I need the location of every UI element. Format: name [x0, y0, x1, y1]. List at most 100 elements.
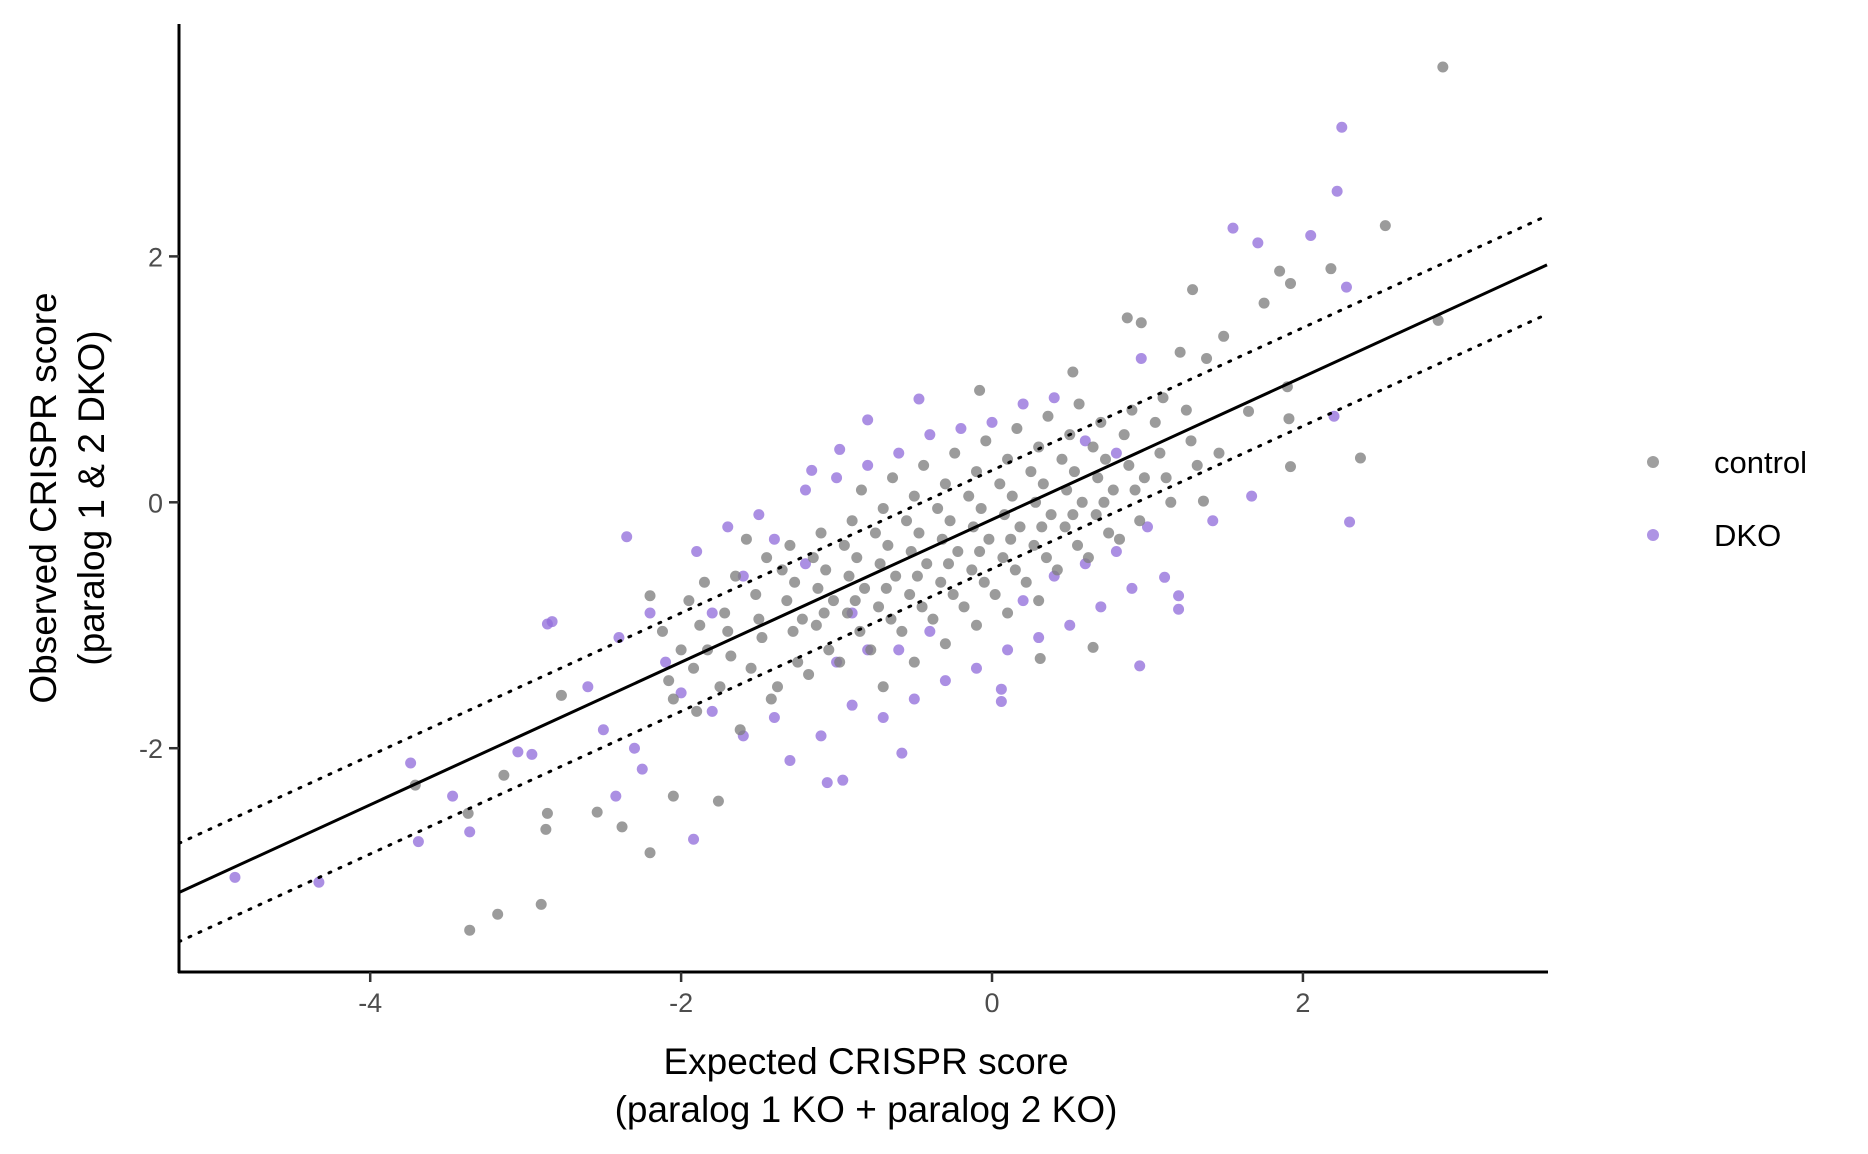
- point-control: [740, 533, 752, 545]
- point-control: [1033, 595, 1045, 607]
- point-control: [667, 790, 679, 802]
- point-dko: [986, 416, 998, 428]
- point-control: [846, 515, 858, 527]
- y-tick-label: 2: [148, 242, 163, 272]
- point-control: [921, 558, 933, 570]
- point-dko: [753, 509, 765, 521]
- point-control: [1034, 652, 1046, 664]
- point-control: [1037, 478, 1049, 490]
- point-dko: [610, 790, 622, 802]
- point-dko: [815, 730, 827, 742]
- point-control: [943, 558, 954, 570]
- point-control: [854, 625, 866, 637]
- point-control: [1123, 459, 1135, 471]
- point-control: [818, 607, 830, 619]
- point-control: [656, 625, 668, 637]
- point-control: [1098, 496, 1110, 508]
- point-dko: [1048, 392, 1060, 404]
- point-control: [675, 644, 687, 656]
- point-control: [851, 552, 863, 564]
- point-control: [1325, 263, 1337, 275]
- x-ticks: -4 -2 0 2: [358, 972, 1310, 1018]
- point-dko: [913, 393, 925, 405]
- point-dko: [893, 447, 905, 459]
- point-control: [980, 435, 992, 447]
- point-dko: [1141, 521, 1153, 533]
- point-control: [765, 693, 777, 705]
- point-dko: [846, 699, 858, 711]
- point-control: [877, 681, 889, 693]
- point-control: [712, 795, 724, 807]
- point-control: [916, 601, 928, 613]
- point-control: [714, 681, 726, 693]
- point-control: [966, 564, 978, 576]
- point-control: [753, 613, 765, 625]
- point-control: [911, 570, 923, 582]
- point-control: [725, 650, 737, 662]
- point-control: [1107, 484, 1119, 496]
- point-control: [963, 490, 975, 502]
- point-control: [772, 681, 783, 693]
- point-control: [498, 769, 510, 781]
- point-dko: [1227, 222, 1239, 234]
- point-control: [874, 558, 886, 570]
- reference-lines: [177, 214, 1549, 944]
- legend: control DKO: [1647, 445, 1807, 553]
- point-control: [1174, 346, 1186, 358]
- point-control: [890, 570, 902, 582]
- point-control: [1354, 452, 1366, 464]
- point-control: [1114, 533, 1125, 545]
- point-control: [1011, 423, 1023, 435]
- point-dko: [939, 675, 951, 687]
- legend-key-dko: [1647, 529, 1659, 541]
- point-control: [781, 595, 793, 607]
- point-control: [784, 539, 796, 551]
- point-control: [932, 502, 944, 514]
- y-tick-label: 0: [148, 488, 163, 518]
- point-control: [939, 638, 951, 650]
- point-control: [1002, 607, 1014, 619]
- point-control: [1068, 466, 1080, 478]
- point-control: [1005, 533, 1017, 545]
- point-control: [761, 552, 773, 564]
- point-control: [1285, 461, 1296, 473]
- x-axis-title-line2: (paralog 1 KO + paralog 2 KO): [615, 1089, 1118, 1130]
- point-dko: [691, 545, 703, 557]
- point-dko: [1340, 281, 1352, 293]
- point-control: [1040, 552, 1052, 564]
- point-control: [1042, 410, 1054, 422]
- point-control: [1020, 576, 1032, 588]
- point-control: [935, 576, 947, 588]
- point-dko: [546, 616, 558, 628]
- point-control: [901, 515, 913, 527]
- point-dko: [464, 826, 476, 838]
- point-dko: [1110, 545, 1122, 557]
- point-dko: [1159, 571, 1171, 583]
- point-control: [756, 632, 768, 644]
- point-dko: [1344, 516, 1356, 528]
- point-control: [927, 613, 939, 625]
- point-control: [541, 807, 553, 819]
- point-dko: [784, 755, 796, 767]
- point-dko: [1173, 603, 1185, 615]
- point-control: [1138, 472, 1150, 484]
- point-dko: [628, 742, 640, 754]
- point-control: [1154, 447, 1166, 459]
- x-tick-label: -4: [358, 988, 382, 1018]
- point-control: [1285, 277, 1296, 289]
- point-control: [730, 570, 742, 582]
- lower-band-line: [177, 312, 1549, 944]
- fit-line: [178, 263, 1548, 894]
- point-control: [1045, 509, 1057, 521]
- point-dko: [1135, 352, 1147, 364]
- point-control: [1197, 495, 1209, 507]
- point-control: [1134, 515, 1146, 527]
- point-control: [1103, 527, 1115, 539]
- point-control: [908, 656, 920, 668]
- point-dko: [834, 443, 846, 455]
- point-control: [1067, 509, 1079, 521]
- point-control: [1165, 496, 1177, 508]
- point-dko: [1134, 660, 1146, 672]
- point-control: [944, 515, 956, 527]
